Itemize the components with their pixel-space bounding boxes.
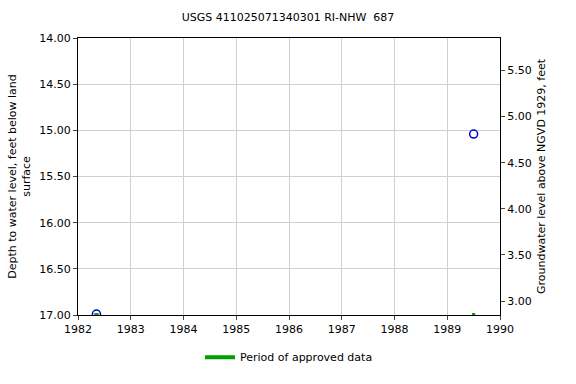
svg-text:Depth to water level, feet bel: Depth to water level, feet below landsur… xyxy=(6,74,33,279)
svg-text:16.50: 16.50 xyxy=(39,263,71,276)
svg-text:17.00: 17.00 xyxy=(39,309,71,322)
svg-text:1989: 1989 xyxy=(433,323,461,336)
svg-text:4.50: 4.50 xyxy=(507,157,532,170)
svg-text:5.00: 5.00 xyxy=(507,110,532,123)
svg-text:1984: 1984 xyxy=(170,323,198,336)
svg-text:Groundwater level above NGVD 1: Groundwater level above NGVD 1929, feet xyxy=(535,58,548,294)
svg-text:14.00: 14.00 xyxy=(39,32,71,45)
svg-text:3.50: 3.50 xyxy=(507,249,532,262)
svg-text:4.00: 4.00 xyxy=(507,203,532,216)
svg-text:3.00: 3.00 xyxy=(507,295,532,308)
svg-text:1990: 1990 xyxy=(486,323,514,336)
svg-text:USGS 411025071340301 RI-NHW 6: USGS 411025071340301 RI-NHW 687 xyxy=(182,11,395,24)
svg-text:1985: 1985 xyxy=(222,323,250,336)
svg-text:1986: 1986 xyxy=(275,323,303,336)
svg-text:15.50: 15.50 xyxy=(39,170,71,183)
svg-text:1988: 1988 xyxy=(381,323,409,336)
svg-text:1983: 1983 xyxy=(117,323,145,336)
svg-text:14.50: 14.50 xyxy=(39,78,71,91)
svg-text:15.00: 15.00 xyxy=(39,124,71,137)
svg-text:1982: 1982 xyxy=(64,323,92,336)
svg-text:5.50: 5.50 xyxy=(507,64,532,77)
svg-text:16.00: 16.00 xyxy=(39,217,71,230)
svg-text:Period of approved data: Period of approved data xyxy=(240,351,372,364)
svg-text:1987: 1987 xyxy=(328,323,356,336)
